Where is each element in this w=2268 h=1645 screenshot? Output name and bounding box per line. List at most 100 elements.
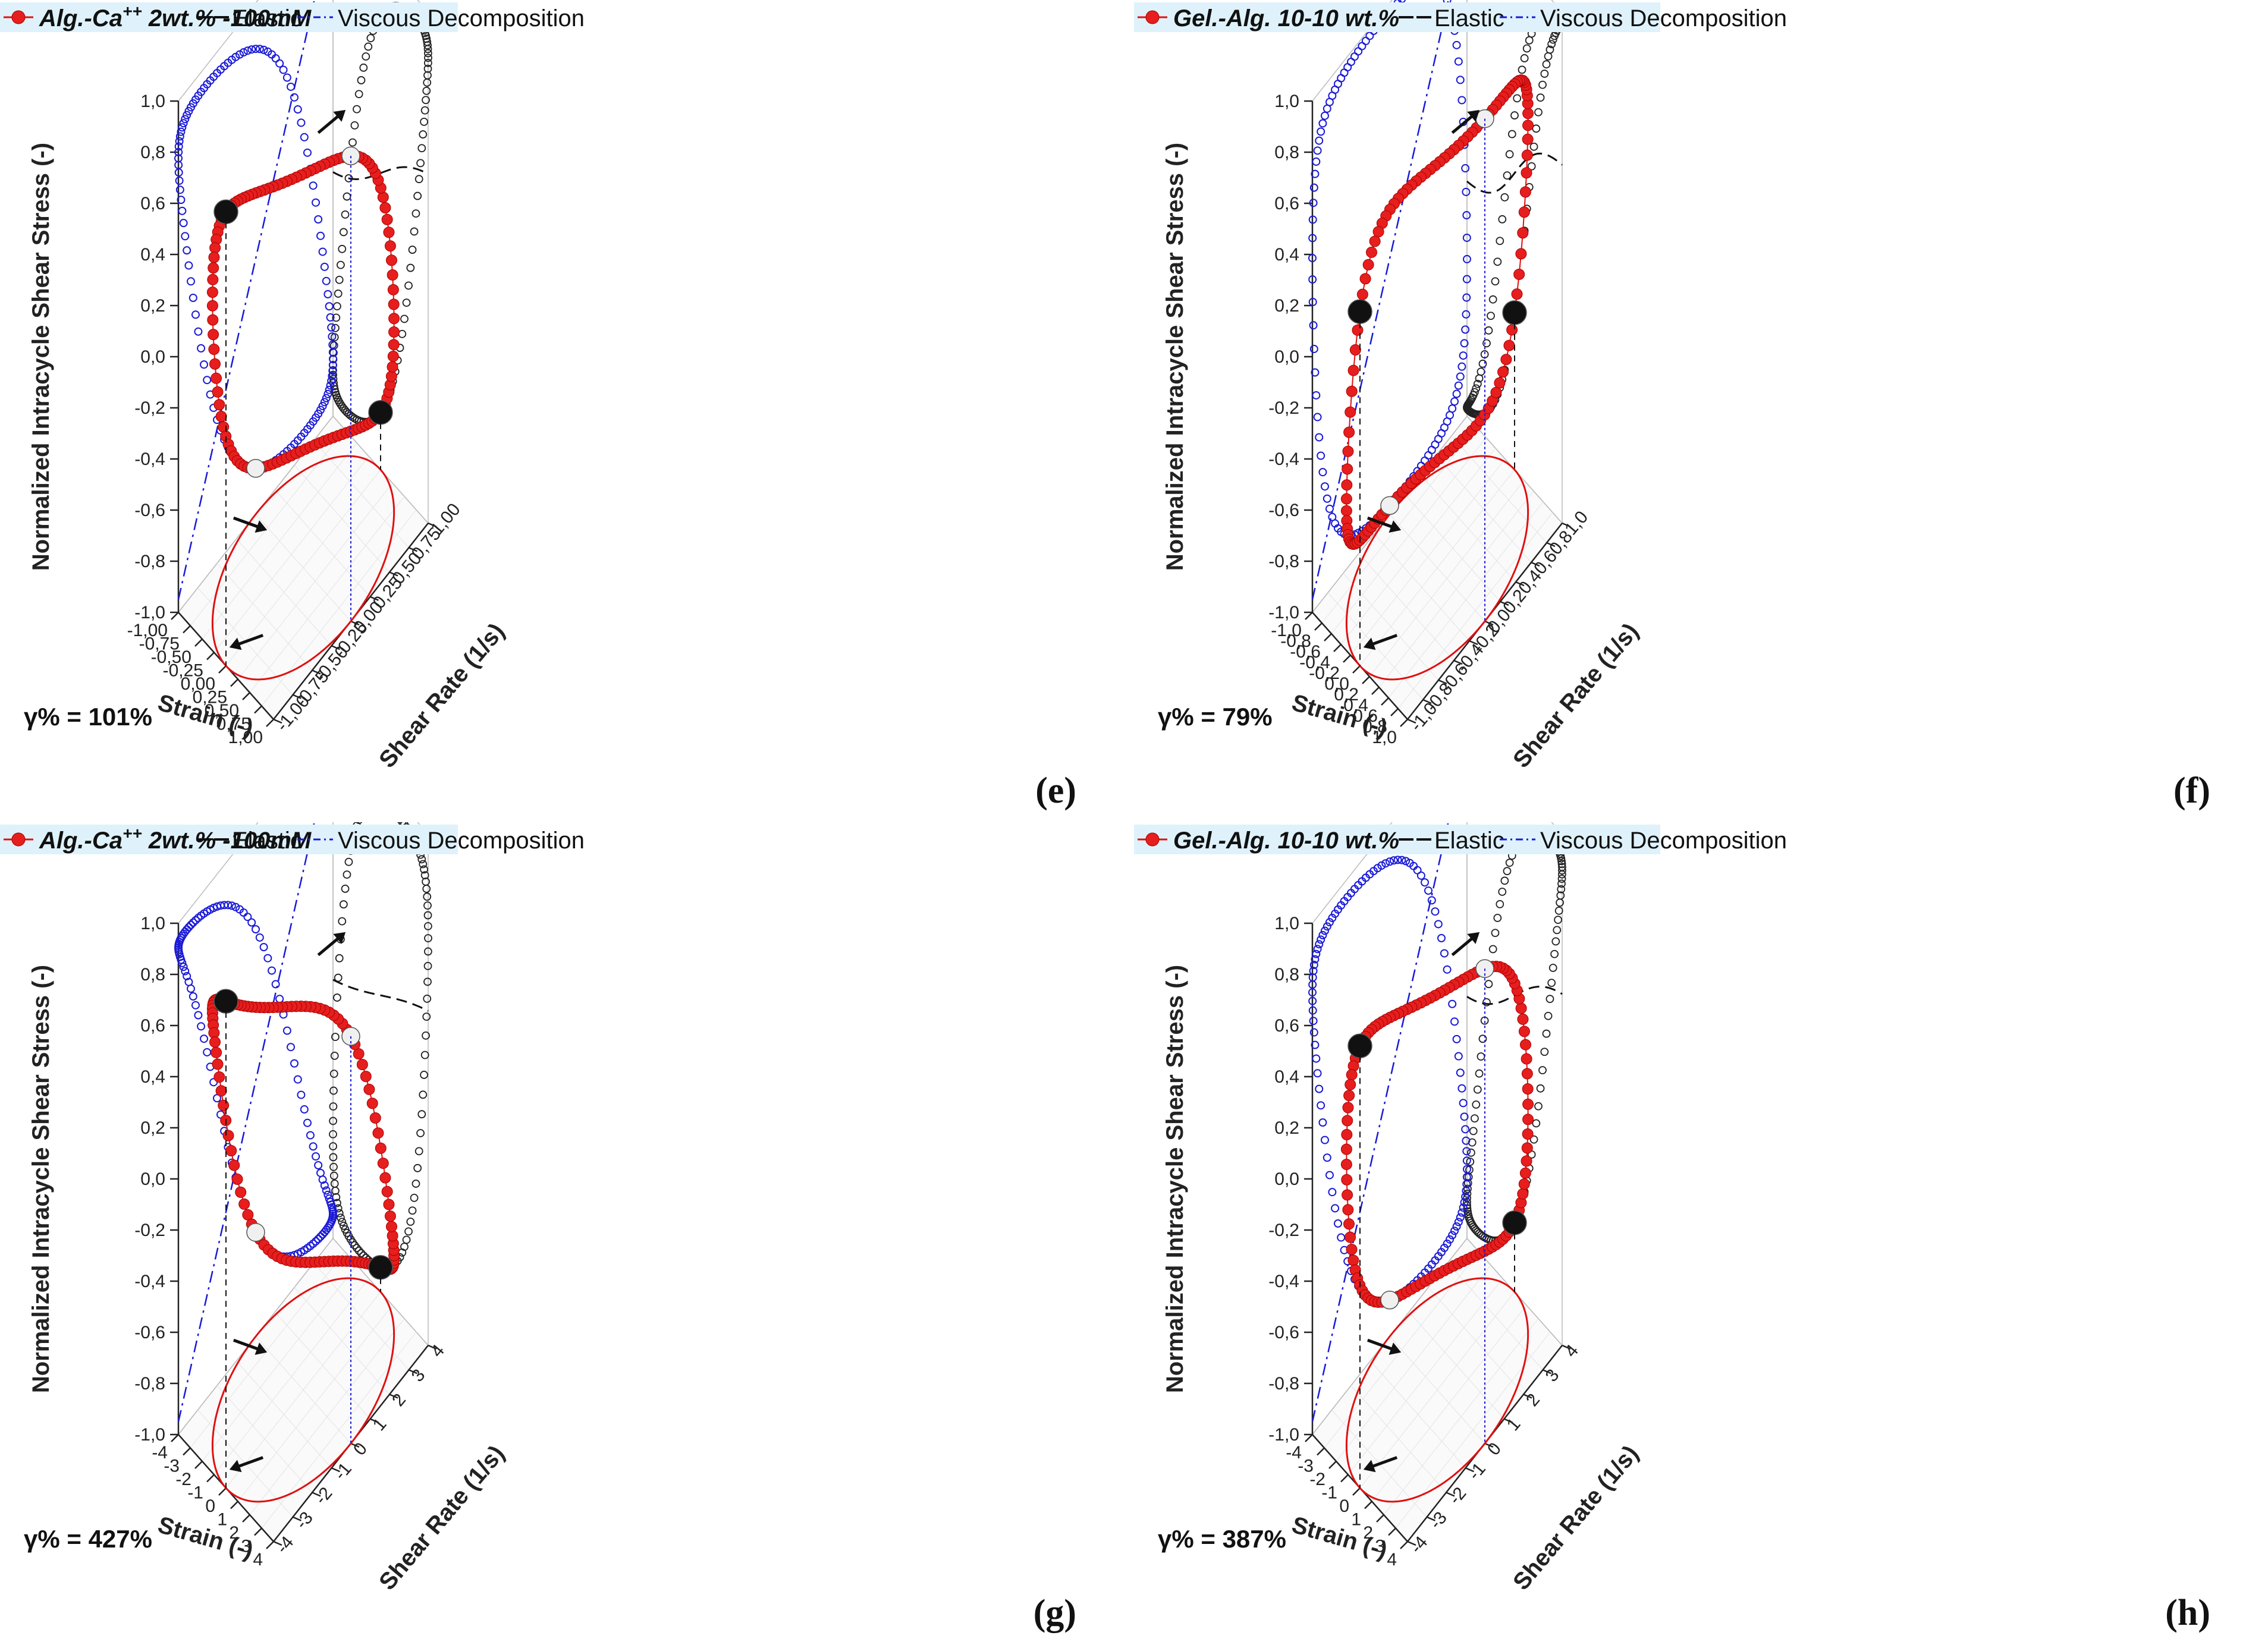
sample-point [366, 1097, 378, 1109]
sample-point [1362, 259, 1374, 271]
legend-label-elastic: Elastic [1434, 828, 1504, 854]
z-tick-label: 1,0 [140, 92, 165, 111]
viscous-point [309, 181, 318, 190]
viscous-point [287, 1043, 296, 1052]
viscous-point [1309, 1028, 1318, 1037]
viscous-point [243, 913, 252, 921]
elastic-point [417, 144, 426, 153]
elastic-point [333, 993, 341, 1002]
sample-point [211, 372, 222, 384]
viscous-point [184, 107, 193, 116]
viscous-point [1452, 389, 1461, 398]
sample-point [1343, 1090, 1355, 1102]
elastic-point [1503, 171, 1512, 180]
elastic-point [422, 885, 431, 893]
sample-point [208, 329, 219, 341]
viscous-point [1323, 1153, 1331, 1162]
viscous-point [316, 231, 325, 240]
elastic-point [329, 1116, 338, 1125]
x-tick-mark [230, 678, 238, 687]
sample-point [385, 1221, 397, 1232]
viscous-point [1457, 96, 1466, 105]
legend-label-elastic: Elastic [1434, 5, 1504, 32]
x-tick-mark [1305, 612, 1313, 620]
direction-arrow [229, 634, 264, 650]
sample-point [225, 1145, 237, 1157]
elastic-point [423, 921, 432, 930]
elastic-point [1557, 879, 1566, 888]
viscous-point [1462, 187, 1471, 196]
elastic-point [423, 78, 432, 87]
z-axis: 1,0 0,8 0,6 0,4 0,2 0,0 -0,2 -0,4 -0,6 -0,8 -1,0 [134, 92, 180, 622]
z-tick-label: -1,0 [134, 603, 165, 622]
arrow-shaft [1451, 113, 1475, 134]
x-tick-label: -2 [1309, 1470, 1325, 1489]
elastic-point [338, 244, 347, 253]
elastic-point [1505, 150, 1514, 159]
z-tick-label: 0,0 [140, 1169, 165, 1189]
viscous-point [1318, 1118, 1327, 1127]
elastic-point [1520, 54, 1529, 62]
viscous-point [1361, 36, 1370, 45]
elastic-point [1482, 339, 1491, 348]
elastic-point [1467, 1148, 1475, 1157]
elastic-point [364, 42, 373, 51]
viscous-point [243, 46, 252, 55]
sample-point [207, 273, 219, 285]
viscous-point [191, 1001, 200, 1009]
x-tick-mark [254, 705, 262, 714]
elastic-point [338, 917, 347, 926]
sample-point [1372, 226, 1384, 238]
y-tick-mark [409, 1369, 417, 1374]
sample-point [1341, 1174, 1353, 1185]
viscous-point [322, 1225, 331, 1234]
viscous-point [1315, 1084, 1324, 1093]
elastic-point [1475, 1069, 1484, 1078]
y-tick-mark [428, 522, 437, 528]
elastic-point [423, 947, 432, 956]
viscous-point [1308, 297, 1317, 306]
sample-point [238, 1198, 250, 1210]
x-tick-mark [171, 612, 179, 620]
y-tick-label: 3 [408, 1366, 429, 1386]
sample-line [212, 998, 395, 1270]
viscous-point [1311, 169, 1320, 178]
viscous-point [216, 1110, 225, 1119]
elastic-point [404, 281, 413, 290]
sample-point [1521, 149, 1533, 161]
x-tick-mark [266, 719, 274, 727]
elastic-point [1534, 108, 1543, 117]
legend-marker-sample [1145, 10, 1160, 24]
elastic-point [422, 1012, 431, 1021]
sample-point [1522, 108, 1534, 119]
elastic-point [1532, 124, 1541, 133]
elastic-point [337, 1213, 345, 1222]
viscous-point [1446, 1235, 1455, 1244]
x-tick-label: 0,00 [181, 674, 215, 694]
elastic-point [357, 1249, 366, 1257]
sample-point [1522, 1098, 1534, 1110]
z-tick-label: 1,0 [140, 914, 165, 933]
floor-gridline [236, 538, 332, 646]
elastic-point [1536, 1084, 1545, 1093]
sample-point [383, 227, 395, 238]
viscous-point [1402, 857, 1411, 866]
sample-point [360, 1071, 372, 1083]
sample-point [215, 411, 227, 423]
viscous-point [255, 933, 264, 942]
viscous-point [1328, 1188, 1337, 1197]
elastic-point [1544, 52, 1553, 61]
floor-gridline [1405, 494, 1501, 602]
x-tick-label: 3 [241, 1537, 251, 1556]
viscous-point [293, 1075, 302, 1084]
sample-point [206, 287, 218, 298]
elastic-point [1478, 1034, 1487, 1043]
elastic-point [1547, 979, 1556, 987]
x-tick-label: 0,2 [1334, 685, 1359, 704]
elastic-point [1557, 875, 1566, 883]
viscous-point [314, 1160, 323, 1169]
arrow-shaft [1367, 1338, 1395, 1352]
y-tick-mark [1465, 1467, 1474, 1473]
x-tick-mark [1400, 719, 1408, 727]
z-tick-label: 0,4 [1274, 245, 1299, 265]
